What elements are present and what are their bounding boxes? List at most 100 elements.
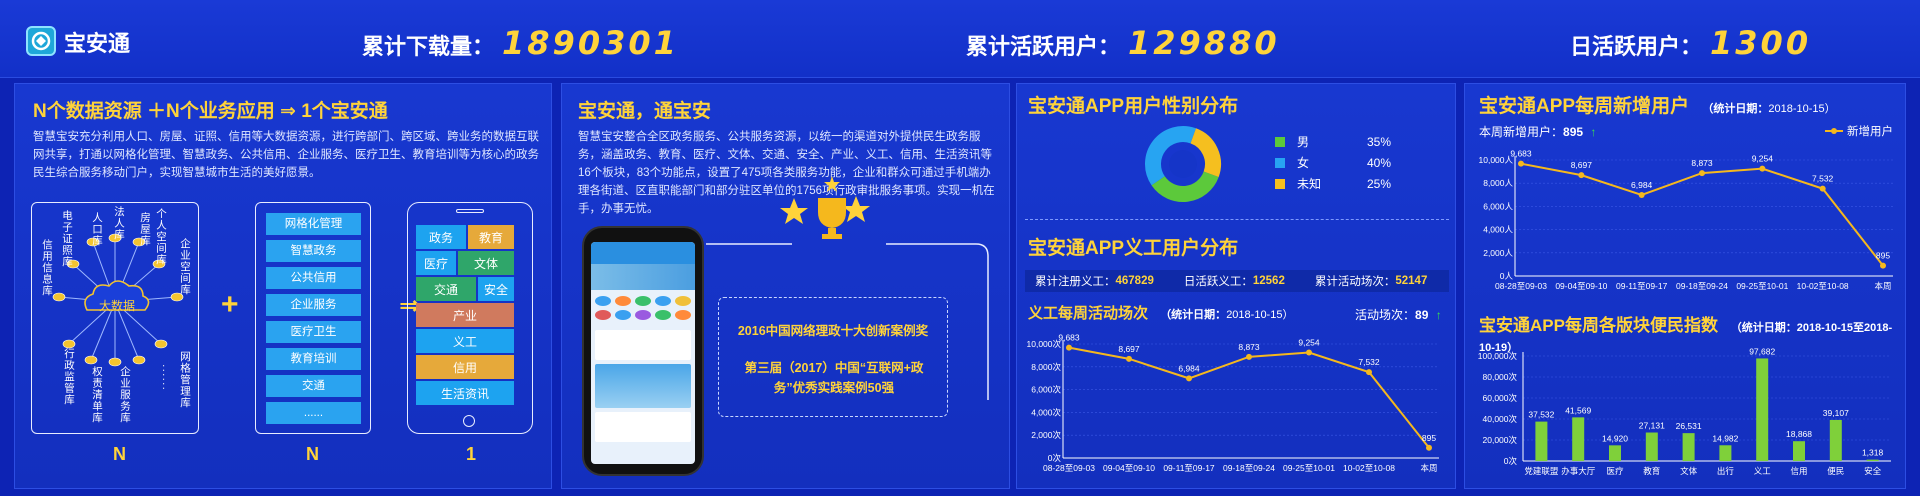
x-tick-label: 教育 <box>1643 466 1660 476</box>
phone-cell[interactable]: 文体 <box>458 251 514 275</box>
x-tick-label: 09-11至09-17 <box>1163 463 1215 473</box>
phone-mockup <box>582 226 704 476</box>
y-tick-label: 10,000人 <box>1479 155 1514 165</box>
awards-box: 2016中国网络理政十大创新案例奖 第三届（2017）中国“互联网+政务”优秀实… <box>718 297 948 417</box>
resource-tag: 信用信息库 <box>41 239 53 297</box>
bar <box>1572 417 1585 461</box>
week-new-users: 本周新增用户：895 ↑ <box>1479 123 1596 140</box>
x-tick-label: 10-02至10-08 <box>1343 463 1395 473</box>
phone-cell[interactable]: 生活资讯 <box>416 381 514 405</box>
plus-sign: + <box>221 288 239 321</box>
app-item[interactable]: ...... <box>266 402 361 424</box>
legend-pct: 40% <box>1367 155 1392 170</box>
resource-tag: 行政监管库 <box>63 348 75 406</box>
weekly-count: 活动场次：89 ↑ <box>1355 306 1442 323</box>
x-tick-label: 09-11至09-17 <box>1616 281 1668 291</box>
data-point <box>1518 160 1524 167</box>
y-tick-label: 80,000次 <box>1483 372 1518 382</box>
legend-pct: 25% <box>1367 176 1392 191</box>
data-label: 18,868 <box>1786 429 1812 439</box>
x-tick-label: 办事大厅 <box>1561 466 1596 476</box>
data-label: 6,984 <box>1631 180 1653 190</box>
data-point <box>1186 375 1192 382</box>
phone-cell[interactable]: 义工 <box>416 329 514 353</box>
stat-label: 累计活跃用户： <box>966 34 1121 59</box>
data-label: 6,984 <box>1178 363 1200 373</box>
apps-frame: 网格化管理 智慧政务 公共信用 企业服务 医疗卫生 教育培训 交通 ...... <box>255 202 371 434</box>
y-tick-label: 40,000次 <box>1483 414 1518 424</box>
donut-slice <box>1151 171 1219 202</box>
resource-tag: 房屋库 <box>139 212 151 247</box>
data-label: 7,532 <box>1358 357 1380 367</box>
app-item[interactable]: 企业服务 <box>266 294 361 316</box>
new-users-legend: 新增用户 <box>1825 123 1893 139</box>
data-label: 14,982 <box>1712 433 1738 443</box>
donut-hole <box>1169 150 1197 178</box>
data-label: 39,107 <box>1823 408 1849 418</box>
data-point <box>1880 262 1886 269</box>
app-item[interactable]: 交通 <box>266 375 361 397</box>
stat-total-downloads: 累计下载量： 1890301 <box>362 24 679 62</box>
phone-cell[interactable]: 产业 <box>416 303 514 327</box>
index-title: 宝安通APP每周各版块便民指数 （统计日期：2018-10-15至2018-10… <box>1479 311 1905 356</box>
bar <box>1609 445 1621 461</box>
phone-cell[interactable]: 安全 <box>478 277 514 301</box>
award-2017: 第三届（2017）中国“互联网+政务”优秀实践案例50强 <box>744 361 924 395</box>
vol-stat-label: 累计注册义工： <box>1035 276 1116 288</box>
resource-tag: 人口库 <box>91 212 103 247</box>
x-tick-label: 义工 <box>1754 466 1772 476</box>
stat-total-active: 累计活跃用户： 129880 <box>966 24 1280 62</box>
x-tick-label: 便民 <box>1827 466 1844 476</box>
y-tick-label: 2,000人 <box>1483 248 1513 258</box>
one-label: 1 <box>466 444 477 464</box>
date-value: 2018-10-15） <box>1226 309 1294 321</box>
vol-stat-value: 52147 <box>1395 275 1428 287</box>
data-label: 9,683 <box>1510 149 1532 159</box>
data-point <box>1126 355 1132 362</box>
phone-cell[interactable]: 交通 <box>416 277 476 301</box>
app-item[interactable]: 教育培训 <box>266 348 361 370</box>
stat-label: 日活跃用户： <box>1570 34 1703 59</box>
x-tick-label: 文体 <box>1680 466 1698 476</box>
up-arrow-icon: ↑ <box>1590 125 1597 139</box>
index-title-text: 宝安通APP每周各版块便民指数 <box>1479 316 1718 335</box>
panel-new-users-index: 宝安通APP每周新增用户 （统计日期：2018-10-15） 本周新增用户：89… <box>1464 83 1906 489</box>
date-value: 2018-10-15） <box>1768 103 1836 115</box>
app-item[interactable]: 智慧政务 <box>266 240 361 262</box>
phone-cell[interactable]: 信用 <box>416 355 514 379</box>
stat-value: 1300 <box>1710 24 1812 62</box>
weekly-count-value: 89 <box>1415 308 1429 322</box>
y-tick-label: 4,000次 <box>1031 407 1061 417</box>
app-item[interactable]: 网格化管理 <box>266 213 361 235</box>
legend-swatch <box>1275 178 1285 189</box>
phone-cell[interactable]: 医疗 <box>416 251 456 275</box>
x-tick-label: 08-28至09-03 <box>1495 281 1547 291</box>
stat-daily-active: 日活跃用户： 1300 <box>1570 24 1811 62</box>
app-item[interactable]: 医疗卫生 <box>266 321 361 343</box>
y-tick-label: 10,000次 <box>1027 339 1062 349</box>
stat-value: 129880 <box>1128 24 1280 62</box>
data-label: 895 <box>1876 251 1890 261</box>
x-tick-label: 信用 <box>1790 466 1807 476</box>
bar <box>1793 441 1805 461</box>
phone-screen <box>591 242 695 464</box>
bar <box>1829 419 1842 461</box>
brand-name: 宝安通 <box>64 31 131 56</box>
data-label: 895 <box>1422 433 1436 443</box>
phone-cell[interactable]: 教育 <box>468 225 514 249</box>
x-tick-label: 党建联盟 <box>1524 466 1559 476</box>
data-label: 8,697 <box>1571 160 1593 170</box>
app-item[interactable]: 公共信用 <box>266 267 361 289</box>
bar <box>1866 459 1879 461</box>
x-tick-label: 10-02至10-08 <box>1797 281 1849 291</box>
legend-label: 女 <box>1297 156 1310 170</box>
data-label: 1,318 <box>1862 448 1884 458</box>
y-tick-label: 20,000次 <box>1483 435 1518 445</box>
y-tick-label: 8,000人 <box>1483 178 1513 188</box>
resource-network-diagram <box>52 233 184 367</box>
legend-unknown: 未知 25% <box>1275 175 1391 192</box>
y-tick-label: 6,000人 <box>1483 201 1513 211</box>
phone-cell[interactable]: 政务 <box>416 225 466 249</box>
